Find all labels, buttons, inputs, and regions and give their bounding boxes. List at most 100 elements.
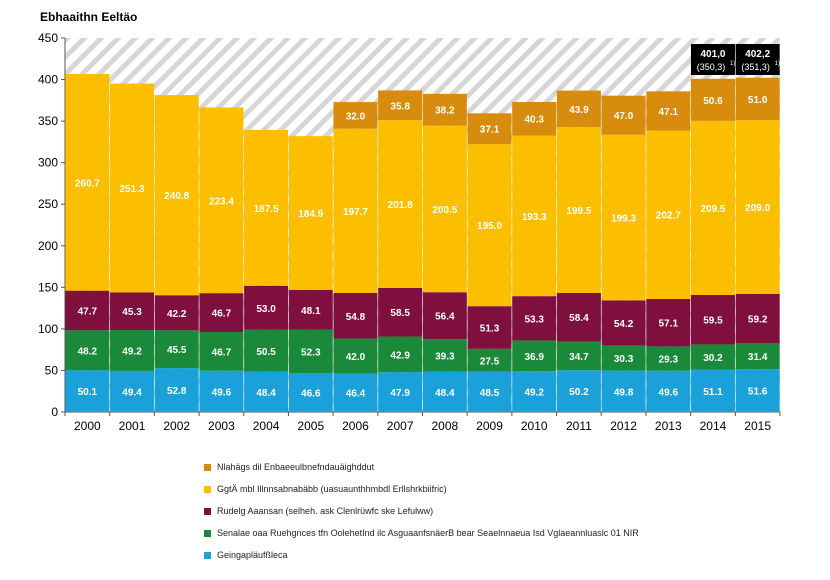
legend: Nlahägs dil Enbaeeulbnefndauäighddut GgtÄ… [204, 456, 639, 566]
legend-item: Senalae oaa Ruehgnces tfn OolehetInd ilc… [204, 522, 639, 544]
data-label: 195.0 [477, 221, 502, 232]
x-tick-label: 2015 [744, 419, 771, 433]
bar-segment [244, 285, 289, 330]
x-tick-label: 2011 [566, 419, 592, 433]
bar-segment [244, 371, 289, 412]
bar-segment [65, 290, 110, 331]
bar-segment [422, 93, 467, 126]
data-label: 47.1 [659, 107, 679, 118]
bar-segment [288, 373, 333, 412]
bar-segment [288, 329, 333, 374]
callout-footnote: 1) [775, 61, 780, 67]
x-tick-label: 2006 [342, 419, 369, 433]
data-label: 48.5 [480, 388, 500, 399]
bar-segment [646, 91, 691, 131]
data-label: 42.0 [346, 352, 366, 363]
bar-segment [467, 348, 512, 372]
legend-swatch [204, 485, 211, 493]
x-tick-label: 2000 [74, 419, 101, 433]
bar-segment [690, 78, 735, 121]
data-label: 49.4 [122, 387, 142, 398]
data-label: 47.7 [78, 306, 98, 317]
x-tick-label: 2003 [208, 419, 235, 433]
data-label: 30.2 [703, 353, 723, 364]
bar-segment [422, 339, 467, 372]
x-tick-label: 2005 [297, 419, 324, 433]
legend-item: Nlahägs dil Enbaeeulbnefndauäighddut [204, 456, 639, 478]
data-label: 42.2 [167, 309, 187, 320]
data-label: 37.1 [480, 125, 500, 136]
data-label: 184.9 [298, 209, 323, 220]
y-tick-label: 350 [38, 114, 58, 128]
data-label: 36.9 [524, 352, 544, 363]
data-label: 209.5 [700, 204, 725, 215]
data-label: 47.9 [390, 388, 410, 399]
y-tick-label: 50 [45, 363, 59, 377]
legend-item: Geingapläufßleca [204, 544, 639, 566]
callout-box [735, 44, 780, 75]
bar-segment [646, 298, 691, 347]
bar-segment [690, 344, 735, 370]
bar-segment [288, 136, 333, 290]
callout-box [690, 44, 735, 75]
x-tick-label: 2007 [387, 419, 414, 433]
data-label: 50.5 [256, 347, 276, 358]
data-label: 46.4 [346, 389, 366, 400]
data-label: 223.4 [209, 196, 234, 207]
y-tick-label: 150 [38, 280, 58, 294]
bar-segment [199, 331, 244, 371]
bar-segment [512, 340, 557, 372]
bar-segment [378, 90, 423, 121]
data-label: 51.6 [748, 387, 768, 398]
x-tick-label: 2009 [476, 419, 503, 433]
data-label: 197.7 [343, 207, 368, 218]
data-label: 29.3 [659, 355, 679, 366]
y-tick-label: 100 [38, 322, 58, 336]
data-label: 193.3 [522, 212, 547, 223]
bar-segment [735, 120, 780, 294]
data-label: 209.0 [745, 203, 770, 214]
bar-segment [467, 371, 512, 412]
data-label: 32.0 [346, 111, 366, 122]
bar-segment [65, 330, 110, 371]
bar-segment [288, 289, 333, 330]
bar-segment [556, 292, 601, 342]
bar-segment [244, 329, 289, 372]
bar-segment [199, 107, 244, 294]
data-label: 49.6 [212, 387, 232, 398]
data-label: 51.0 [748, 95, 768, 106]
data-label: 53.0 [256, 304, 276, 315]
callout-value: 401,0 [700, 49, 725, 60]
y-tick-label: 300 [38, 156, 58, 170]
data-label: 27.5 [480, 356, 500, 367]
data-label: 48.2 [78, 346, 98, 357]
data-label: 49.2 [524, 388, 544, 399]
bar-segment [154, 330, 199, 369]
data-label: 39.3 [435, 351, 455, 362]
bar-segment [690, 369, 735, 412]
bar-segment [333, 373, 378, 412]
bar-segment [244, 129, 289, 286]
data-label: 202.7 [656, 211, 681, 222]
y-tick-label: 400 [38, 73, 58, 87]
bar-segment [378, 287, 423, 337]
bar-segment [690, 294, 735, 345]
bar-segment [556, 370, 601, 412]
legend-swatch [204, 551, 211, 559]
bar-segment [512, 101, 557, 136]
bar-segment [65, 370, 110, 412]
bar-segment [199, 293, 244, 332]
data-label: 260.7 [75, 178, 100, 189]
legend-label: GgtÄ mbl Illnnsabnabäbb (uasuaunthhmbdl … [217, 484, 447, 494]
data-label: 53.3 [524, 314, 544, 325]
legend-swatch [204, 463, 211, 471]
callout-subvalue: (351,3) [741, 62, 770, 72]
y-tick-label: 0 [51, 405, 58, 419]
data-label: 43.9 [569, 105, 589, 116]
data-label: 40.3 [524, 115, 544, 126]
data-label: 251.3 [120, 184, 145, 195]
bar-segment [110, 292, 155, 331]
bar-segment [512, 371, 557, 412]
bar-segment [467, 306, 512, 349]
bar-segment [735, 293, 780, 344]
